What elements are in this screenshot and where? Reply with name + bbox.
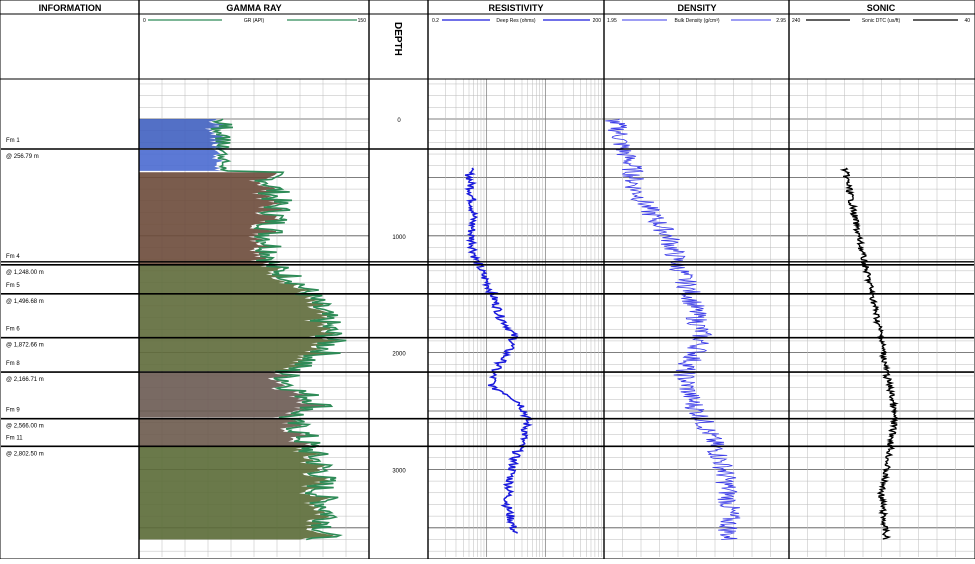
gamma-fill-4 bbox=[139, 372, 326, 418]
curve-layer bbox=[210, 118, 900, 541]
formation-top-depth: @ 2,802.50 m bbox=[6, 451, 44, 457]
track-title-information: INFORMATION bbox=[39, 3, 102, 13]
gamma-scale-max: 150 bbox=[358, 18, 367, 24]
formation-name: Fm 8 bbox=[6, 361, 20, 367]
track-title-resistivity: RESISTIVITY bbox=[488, 3, 543, 13]
depth-tick-label: 1000 bbox=[392, 235, 406, 241]
formation-name: Fm 11 bbox=[6, 435, 23, 441]
formation-name: Fm 9 bbox=[6, 408, 20, 414]
gamma-fill-2 bbox=[139, 172, 286, 265]
den-scale-label: Bulk Density (g/cm³) bbox=[674, 18, 719, 24]
formation-top-depth: @ 1,248.00 m bbox=[6, 270, 44, 276]
den-scale-max: 2.95 bbox=[776, 18, 786, 24]
res-scale-max: 200 bbox=[593, 18, 602, 24]
gamma-fill-1 bbox=[139, 149, 223, 171]
formation-top-depth: @ 1,872.66 m bbox=[6, 343, 44, 349]
formation-top-depth: @ 1,496.68 m bbox=[6, 299, 44, 305]
sonic-scale-label: Sonic DTC (us/ft) bbox=[862, 18, 901, 24]
track-title-sonic: SONIC bbox=[867, 3, 896, 13]
gamma-fill-layer bbox=[139, 119, 341, 540]
gamma-curve bbox=[210, 118, 347, 541]
gamma-fill-0 bbox=[139, 119, 227, 149]
track-title-density: DENSITY bbox=[677, 3, 716, 13]
gamma-fill-6 bbox=[139, 446, 334, 540]
density-curve bbox=[605, 118, 741, 540]
track-title-gamma: GAMMA RAY bbox=[226, 3, 281, 13]
gamma-scale-label: GR (API) bbox=[244, 18, 265, 24]
formation-name: Fm 4 bbox=[6, 254, 20, 260]
depth-tick-label: 3000 bbox=[392, 468, 406, 474]
track-title-depth: DEPTH bbox=[392, 22, 403, 56]
sonic-curve bbox=[839, 167, 900, 540]
gamma-fill-5 bbox=[139, 418, 315, 446]
depth-tick-label: 0 bbox=[397, 118, 401, 124]
depth-axis: 0 1000 2000 3000 bbox=[392, 118, 406, 474]
sonic-scale-max: 40 bbox=[964, 18, 970, 24]
sonic-scale-min: 240 bbox=[792, 18, 801, 24]
res-scale-min: 0.2 bbox=[432, 18, 439, 24]
formation-name: Fm 5 bbox=[6, 283, 20, 289]
formation-top-depth: @ 2,566.00 m bbox=[6, 424, 44, 430]
formation-top-depth: @ 256.79 m bbox=[6, 154, 39, 160]
gamma-scale-min: 0 bbox=[143, 18, 146, 24]
formation-tops-layer: Fm 1 @ 256.79 m Fm 4 @ 1,248.00 m Fm 5 @ 1,49… bbox=[1, 138, 974, 457]
depth-tick-label: 2000 bbox=[392, 352, 406, 358]
gamma-fill-3 bbox=[139, 264, 341, 372]
formation-name: Fm 6 bbox=[6, 327, 20, 333]
formation-top-depth: @ 2,166.71 m bbox=[6, 377, 44, 383]
resistivity-curve bbox=[464, 167, 533, 534]
den-scale-min: 1.95 bbox=[607, 18, 617, 24]
grid-layer bbox=[139, 79, 974, 557]
formation-name: Fm 1 bbox=[6, 138, 20, 144]
res-scale-label: Deep Res (ohms) bbox=[496, 18, 536, 24]
